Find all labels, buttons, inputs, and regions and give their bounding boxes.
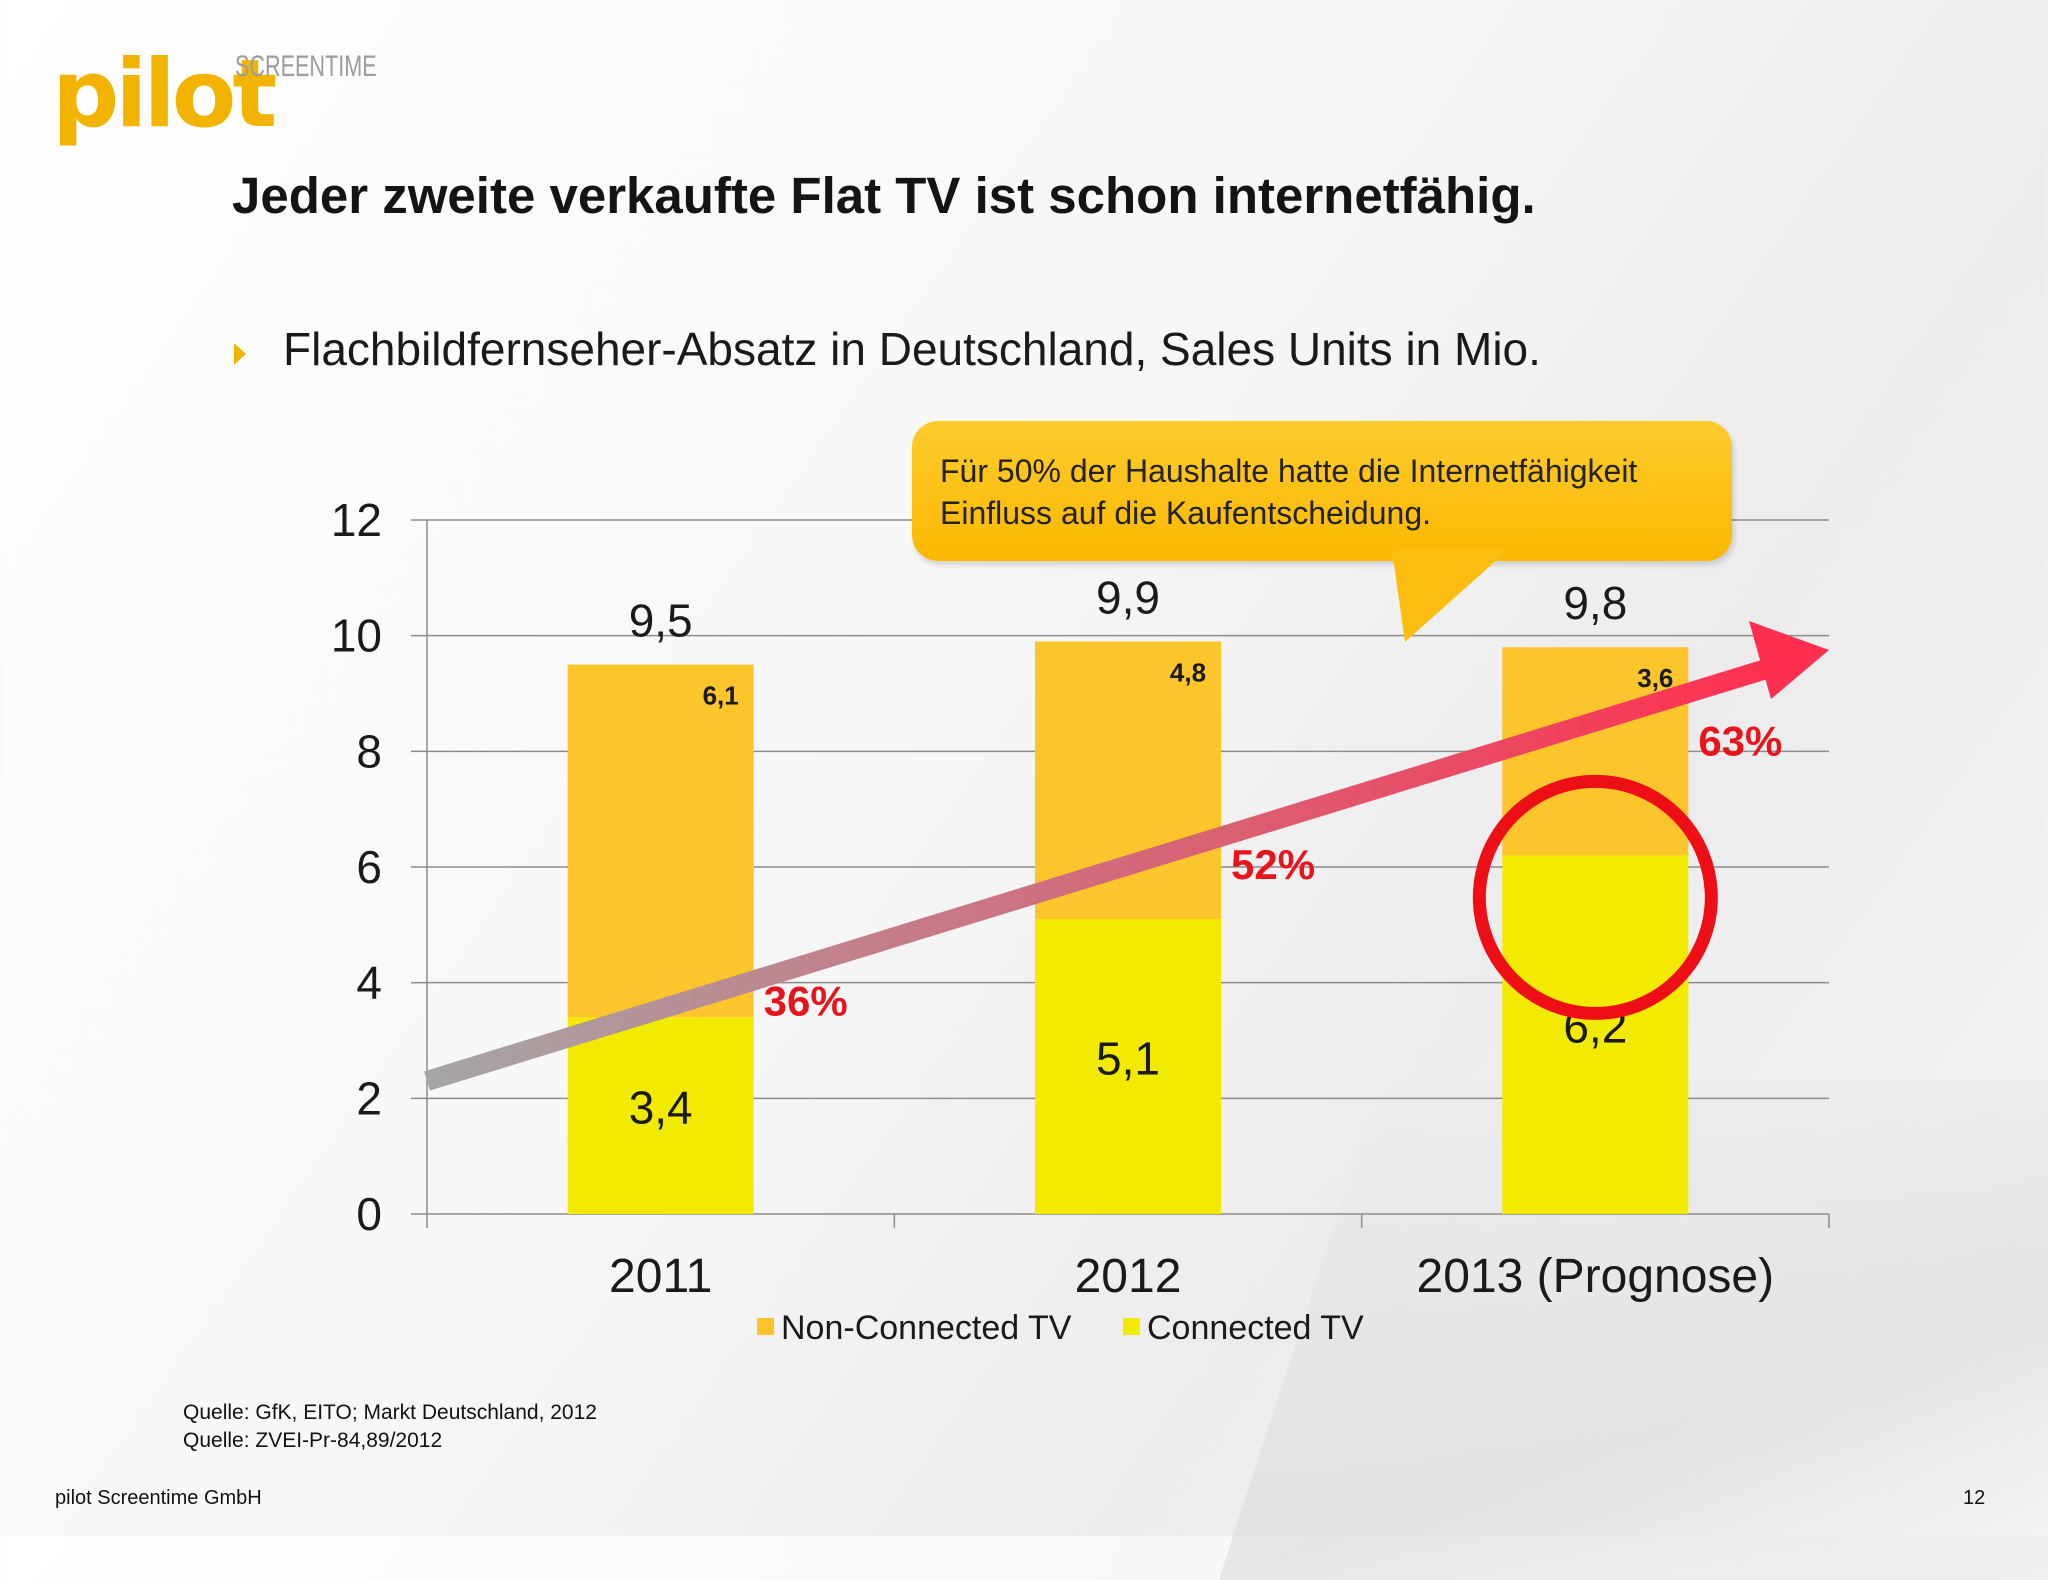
y-tick-label: 6 xyxy=(356,841,382,893)
connected-share-label: 36% xyxy=(764,977,848,1024)
label-layer: 3,46,19,520115,14,89,920126,23,69,82013 … xyxy=(609,571,1782,1303)
bar-connected xyxy=(1035,919,1221,1214)
total-value-label: 9,8 xyxy=(1563,577,1627,629)
bar-non-connected xyxy=(567,664,754,1018)
source-line-2: Quelle: ZVEI-Pr-84,89/2012 xyxy=(183,1429,443,1452)
non-connected-value-label: 6,1 xyxy=(703,681,739,711)
connected-share-label: 63% xyxy=(1698,718,1782,765)
non-connected-value-label: 3,6 xyxy=(1637,663,1673,693)
logo-word: pilot xyxy=(52,40,277,149)
callout-bubble xyxy=(912,421,1732,561)
callout-text: Für 50% der Haushalte hatte die Internet… xyxy=(940,453,1638,531)
bar-non-connected xyxy=(1502,647,1689,856)
x-tick-label: 2012 xyxy=(1075,1250,1182,1303)
bar-layer xyxy=(567,641,1689,1214)
y-tick-label: 10 xyxy=(331,610,382,662)
x-tick-label: 2013 (Prognose) xyxy=(1417,1250,1775,1303)
bar-connected xyxy=(1502,855,1689,1214)
total-value-label: 9,9 xyxy=(1096,571,1160,623)
slide-title: Jeder zweite verkaufte Flat TV ist schon… xyxy=(232,167,1536,224)
footer-company: pilot Screentime GmbH xyxy=(55,1487,262,1509)
trend-arrow-head xyxy=(1749,621,1829,700)
legend-label: Non-Connected TV xyxy=(781,1309,1072,1347)
page-number: 12 xyxy=(1963,1487,1986,1509)
non-connected-value-label: 4,8 xyxy=(1170,657,1206,687)
pilot-logo: pilot SCREENTIME xyxy=(52,30,412,150)
total-value-label: 9,5 xyxy=(629,595,693,647)
connected-share-label: 52% xyxy=(1231,841,1315,888)
highlight-circle xyxy=(1472,774,1718,1020)
y-tick-label: 0 xyxy=(356,1188,382,1240)
x-tick-label: 2011 xyxy=(609,1250,712,1303)
y-tick-label: 4 xyxy=(356,957,382,1009)
bar-connected xyxy=(567,1017,754,1214)
connected-value-label: 5,1 xyxy=(1096,1033,1160,1085)
y-tick-label: 2 xyxy=(356,1072,382,1124)
legend-swatch xyxy=(1123,1318,1140,1335)
y-tick-label: 12 xyxy=(331,494,382,546)
legend: Non-Connected TV Connected TV xyxy=(757,1309,1364,1347)
legend-label: Connected TV xyxy=(1147,1309,1364,1347)
trend-arrow-layer xyxy=(424,621,1829,1091)
y-tick-label: 8 xyxy=(356,725,382,777)
trend-arrow-shaft xyxy=(424,655,1782,1091)
connected-value-label: 3,4 xyxy=(629,1082,693,1134)
legend-swatch xyxy=(757,1318,774,1335)
chart-subtitle: Flachbildfernseher-Absatz in Deutschland… xyxy=(283,323,1541,375)
logo-mark: SCREENTIME xyxy=(235,50,377,83)
bullet-triangle-icon xyxy=(234,343,246,365)
source-line-1: Quelle: GfK, EITO; Markt Deutschland, 20… xyxy=(183,1401,597,1424)
